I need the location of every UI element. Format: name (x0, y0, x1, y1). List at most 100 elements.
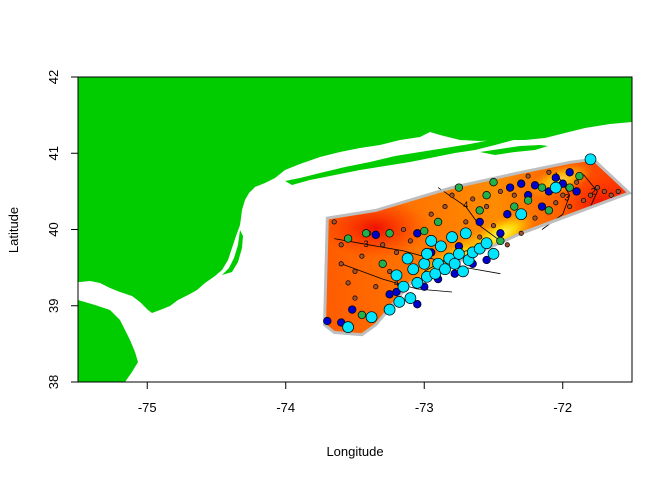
data-point-large-0-29 (459, 227, 472, 240)
land-mainland (78, 77, 632, 313)
data-point-large-0-10 (439, 263, 451, 276)
data-point-large-0-13 (453, 248, 465, 260)
data-point-medium-0-13 (482, 255, 491, 265)
contour-label-4: 2 (591, 186, 596, 196)
data-point-large-0-24 (515, 208, 528, 221)
data-point-medium-1-12 (537, 183, 547, 192)
data-point-small-0-33 (615, 188, 621, 194)
data-point-medium-0-22 (551, 173, 560, 182)
data-point-medium-1-9 (496, 236, 505, 246)
data-point-small-0-35 (352, 268, 358, 274)
survey-boundary (322, 157, 632, 337)
contour-label-3: 3 (564, 192, 569, 202)
data-point-medium-1-3 (378, 259, 387, 268)
x-tick-label-0: -75 (138, 400, 157, 415)
data-point-medium-1-14 (565, 183, 574, 192)
data-point-large-0-28 (407, 263, 420, 276)
data-point-small-0-22 (532, 215, 538, 221)
y-tick-label-4: 42 (46, 70, 61, 84)
contour-line-4 (583, 174, 598, 207)
x-tick-label-1: -74 (276, 400, 295, 415)
y-axis-title: Latitude (6, 207, 21, 253)
data-point-medium-0-19 (530, 181, 540, 190)
data-point-large-0-1 (365, 311, 378, 324)
data-point-medium-1-4 (357, 310, 367, 320)
data-point-large-0-31 (401, 252, 414, 265)
data-point-medium-0-6 (413, 300, 422, 309)
contour-label-0: 3 (364, 239, 369, 249)
data-point-small-0-19 (511, 192, 517, 198)
data-point-medium-0-25 (572, 187, 581, 196)
data-point-small-0-29 (587, 192, 594, 198)
data-point-small-0-0 (331, 219, 337, 225)
data-point-medium-0-0 (323, 316, 332, 326)
data-point-medium-0-5 (392, 287, 401, 297)
data-point-large-0-20 (425, 235, 438, 247)
data-point-small-0-14 (463, 219, 469, 225)
data-point-small-0-13 (449, 192, 455, 198)
data-point-medium-1-8 (475, 206, 484, 215)
data-point-small-0-12 (442, 204, 448, 210)
y-tick-label-2: 40 (46, 222, 61, 236)
land-long-island (285, 131, 530, 185)
data-point-medium-0-26 (413, 229, 422, 238)
data-point-small-0-38 (504, 242, 510, 248)
data-point-small-0-30 (594, 185, 600, 191)
data-point-large-0-23 (446, 231, 458, 243)
x-tick-label-3: -72 (553, 400, 572, 415)
data-point-small-0-25 (560, 192, 566, 198)
data-point-medium-0-14 (496, 229, 505, 238)
data-point-medium-1-16 (482, 191, 491, 200)
data-point-medium-0-4 (385, 290, 394, 299)
data-point-small-0-2 (345, 280, 351, 286)
data-point-medium-1-5 (420, 226, 429, 236)
data-point-medium-1-15 (575, 171, 584, 181)
data-point-large-0-12 (448, 257, 461, 270)
contour-line-0 (334, 238, 501, 275)
data-point-medium-1-13 (544, 206, 554, 215)
data-point-medium-0-20 (537, 202, 547, 211)
data-point-small-0-20 (518, 230, 524, 236)
y-tick-label-1: 39 (46, 299, 61, 313)
data-point-small-0-3 (352, 295, 358, 301)
data-point-small-0-34 (338, 261, 344, 267)
data-point-small-0-27 (574, 179, 580, 185)
data-point-small-0-21 (525, 173, 531, 179)
x-tick-label-2: -73 (415, 400, 434, 415)
data-point-medium-0-15 (503, 210, 512, 219)
data-point-small-0-32 (608, 192, 614, 198)
data-point-large-0-3 (393, 296, 406, 308)
data-point-small-0-10 (407, 238, 413, 244)
data-point-small-0-24 (553, 200, 559, 206)
plot-area: 344325 (78, 77, 632, 382)
data-point-medium-1-0 (343, 234, 353, 243)
data-point-large-0-2 (383, 303, 396, 316)
points-layer (323, 153, 621, 333)
y-axis: 38 39 40 41 42 (46, 70, 79, 389)
data-point-small-0-31 (601, 188, 607, 194)
data-point-medium-0-3 (371, 230, 380, 239)
data-point-medium-1-11 (523, 196, 533, 205)
data-point-small-0-1 (338, 242, 344, 248)
data-point-large-0-4 (404, 292, 417, 304)
data-point-small-0-23 (546, 169, 552, 175)
data-point-medium-0-24 (565, 168, 574, 177)
data-point-large-0-27 (390, 269, 403, 282)
land-delmarva (78, 300, 138, 382)
data-point-small-0-7 (380, 242, 386, 248)
data-point-small-0-11 (428, 211, 434, 217)
data-point-large-0-19 (487, 248, 500, 260)
data-point-small-0-26 (567, 204, 573, 210)
data-point-large-0-18 (480, 237, 493, 250)
land-nj-inlet (222, 230, 243, 275)
data-point-small-0-16 (484, 204, 490, 210)
data-point-small-0-36 (387, 268, 393, 274)
data-point-small-0-18 (497, 188, 503, 194)
y-tick-label-0: 38 (46, 375, 61, 389)
contour-label-1: 4 (394, 278, 399, 288)
x-axis-title: Longitude (326, 444, 383, 459)
data-point-large-0-25 (549, 181, 562, 194)
data-point-medium-0-27 (475, 217, 484, 227)
data-point-small-0-9 (400, 226, 407, 233)
data-point-medium-1-1 (361, 229, 371, 238)
